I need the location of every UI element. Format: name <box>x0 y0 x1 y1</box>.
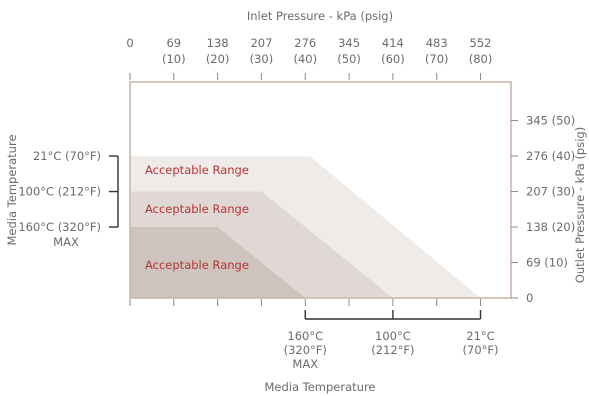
left-temperature-label-2-0: 160°C (320°F) <box>18 220 101 234</box>
inlet-tick-kpa-1: 69 <box>166 36 181 50</box>
inlet-tick-psig-5: (50) <box>337 52 361 66</box>
outlet-tick-label-0: 0 <box>526 291 533 305</box>
inlet-tick-psig-4: (40) <box>293 52 317 66</box>
inlet-tick-psig-3: (30) <box>250 52 274 66</box>
inlet-tick-psig-1: (10) <box>162 52 186 66</box>
acceptable-range-labels: Acceptable Range Acceptable Range Acceptab… <box>145 163 249 272</box>
inlet-tick-kpa-3: 207 <box>250 36 272 50</box>
inlet-tick-kpa-5: 345 <box>338 36 360 50</box>
inlet-tick-kpa-8: 552 <box>470 36 492 50</box>
inlet-pressure-axis-title: Inlet Pressure - kPa (psig) <box>247 9 393 23</box>
outlet-pressure-ticks: 0 69 (10) 138 (20) 207 (30) 276 (40) 345 (50) <box>511 114 575 305</box>
inlet-tick-psig-2: (20) <box>206 52 230 66</box>
acceptable-range-areas <box>130 156 481 298</box>
acceptable-range-label-2: Acceptable Range <box>145 202 249 216</box>
bottom-temperature-label-1-0: 100°C <box>375 329 411 343</box>
acceptable-range-label-3: Acceptable Range <box>145 258 249 272</box>
bottom-temperature-label-2-1: (70°F) <box>463 343 499 357</box>
inlet-tick-kpa-0: 0 <box>126 36 133 50</box>
left-temperature-label-1-0: 100°C (212°F) <box>18 185 101 199</box>
bottom-temperature-markers: 160°C(320°F)MAX 100°C(212°F) 21°C(70°F) <box>284 310 499 371</box>
left-temperature-label-2-1: MAX <box>53 235 79 249</box>
acceptable-range-label-1: Acceptable Range <box>145 163 249 177</box>
left-temperature-markers: 21°C (70°F) 100°C (212°F) 160°C (320°F)MAX <box>18 149 119 249</box>
inlet-tick-kpa-6: 414 <box>382 36 404 50</box>
acceptable-range-area-3 <box>130 227 306 298</box>
bottom-temperature-label-0-2: MAX <box>292 357 318 371</box>
left-media-temperature-title: Media Temperature <box>5 134 19 245</box>
inlet-tick-kpa-4: 276 <box>294 36 316 50</box>
inlet-tick-psig-6: (60) <box>381 52 405 66</box>
inlet-tick-psig-7: (70) <box>425 52 449 66</box>
inlet-tick-kpa-7: 483 <box>426 36 448 50</box>
plot-frame <box>129 81 512 299</box>
bottom-temperature-label-0-1: (320°F) <box>284 343 327 357</box>
inlet-pressure-ticks: 0 69 (10) 138 (20) 207 (30) 276 (40) 345 (50) 414 (6… <box>126 36 492 80</box>
bottom-temperature-label-2-0: 21°C <box>466 329 494 343</box>
outlet-tick-label-4: 276 (40) <box>526 149 575 163</box>
bottom-media-temperature-title: Media Temperature <box>264 380 375 394</box>
bottom-temperature-label-0-0: 160°C <box>287 329 323 343</box>
bottom-temperature-label-1-1: (212°F) <box>371 343 414 357</box>
outlet-tick-label-3: 207 (30) <box>526 185 575 199</box>
outlet-tick-label-5: 345 (50) <box>526 114 575 128</box>
outlet-tick-label-1: 69 (10) <box>526 256 568 270</box>
left-temperature-label-0-0: 21°C (70°F) <box>33 149 101 163</box>
outlet-tick-label-2: 138 (20) <box>526 220 575 234</box>
inlet-tick-psig-8: (80) <box>469 52 493 66</box>
outlet-pressure-axis-title: Outlet Pressure - kPa (psig) <box>573 127 587 283</box>
bottom-axis-ticks <box>129 299 482 306</box>
inlet-tick-kpa-2: 138 <box>207 36 229 50</box>
